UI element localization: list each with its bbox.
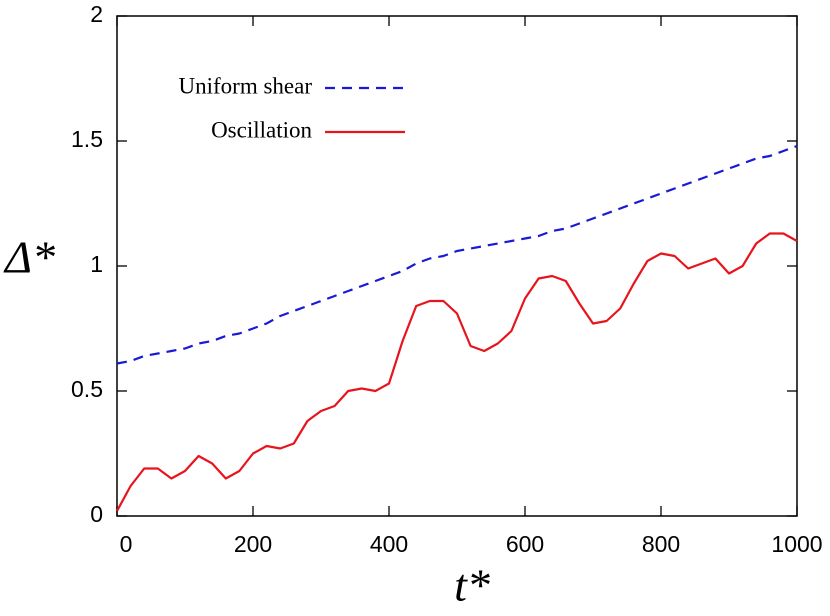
y-axis-label: Δ* — [3, 232, 55, 283]
y-tick-label: 1.5 — [71, 126, 103, 152]
x-tick-label: 600 — [506, 531, 544, 557]
y-tick-label: 2 — [90, 1, 103, 27]
data-line — [116, 144, 798, 365]
x-tick-label: 1000 — [771, 531, 822, 557]
plot-frame — [116, 15, 798, 517]
x-tick-label: 800 — [642, 531, 680, 557]
data-line — [116, 232, 798, 512]
x-tick-label: 200 — [234, 531, 272, 557]
y-tick-label: 0.5 — [71, 376, 103, 402]
x-tick-label: 400 — [370, 531, 408, 557]
x-tick-label: 0 — [120, 531, 133, 557]
y-tick-label: 1 — [90, 251, 103, 277]
legend-label: Oscillation — [211, 117, 312, 142]
x-axis-label: t* — [454, 560, 490, 611]
legend-label: Uniform shear — [179, 73, 313, 98]
y-tick-label: 0 — [90, 501, 103, 527]
